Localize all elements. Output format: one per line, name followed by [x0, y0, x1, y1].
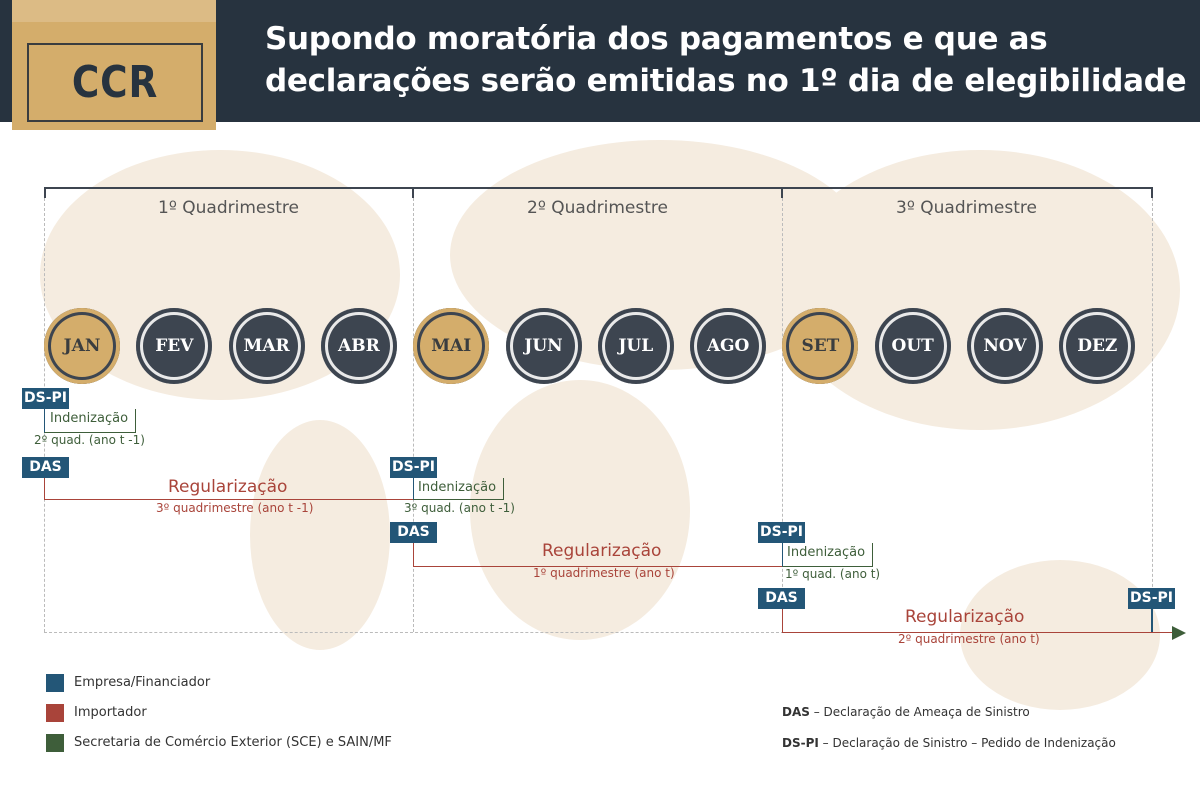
- bracket-tick: [1151, 187, 1153, 198]
- regularizacao-period: 1º quadrimestre (ano t): [533, 566, 675, 580]
- month-circle-ago: AGO: [690, 308, 767, 384]
- indenizacao-label: Indenização: [50, 411, 129, 426]
- month-circle-nov: NOV: [967, 308, 1043, 384]
- das-tag: DAS: [758, 588, 805, 609]
- indenizacao-label: Indenização: [418, 480, 497, 495]
- divider: [413, 198, 414, 632]
- legend-label: Importador: [74, 705, 147, 720]
- definition-term: DAS: [782, 705, 810, 719]
- definition-term: DS-PI: [782, 736, 819, 750]
- divider: [782, 198, 783, 632]
- legend-swatch-blue: [46, 674, 64, 692]
- legend-label: Empresa/Financiador: [74, 675, 211, 690]
- das-tag: DAS: [390, 522, 437, 543]
- indenizacao-label: Indenização: [787, 545, 866, 560]
- month-circle-jun: JUN: [505, 308, 582, 384]
- dspi-tag: DS-PI: [390, 457, 437, 478]
- regularizacao-line: [413, 543, 783, 567]
- logo-frame: [27, 43, 203, 122]
- legend-swatch-red: [46, 704, 64, 722]
- regularizacao-period: 2º quadrimestre (ano t): [898, 632, 1040, 646]
- divider: [44, 632, 784, 633]
- dspi-tag: DS-PI: [1128, 588, 1175, 609]
- regularizacao-label: Regularização: [542, 541, 662, 561]
- legend-label: Secretaria de Comércio Exterior (SCE) e …: [74, 735, 392, 750]
- month-circle-fev: FEV: [136, 308, 213, 384]
- indenizacao-bracket: [782, 543, 873, 567]
- title-line-2: declarações serão emitidas no 1º dia de …: [265, 63, 1187, 99]
- month-circle-mai: MAI: [413, 308, 490, 384]
- divider: [1152, 198, 1153, 632]
- definition-dspi: DS-PI – Declaração de Sinistro – Pedido …: [782, 736, 1116, 750]
- logo-text: CCR: [71, 57, 159, 108]
- dspi-connector: [1151, 609, 1153, 632]
- month-circle-out: OUT: [874, 308, 951, 384]
- month-circle-jan: JAN: [44, 308, 120, 384]
- indenizacao-period: 2º quad. (ano t -1): [34, 433, 145, 447]
- definition-das: DAS – Declaração de Ameaça de Sinistro: [782, 705, 1030, 719]
- month-circle-jul: JUL: [597, 308, 674, 384]
- regularizacao-line: [44, 478, 414, 500]
- definition-text: – Declaração de Sinistro – Pedido de Ind…: [818, 736, 1116, 750]
- bracket-tick: [412, 187, 414, 198]
- indenizacao-period: 1º quad. (ano t): [785, 567, 881, 581]
- quadrimester-label: 3º Quadrimestre: [896, 198, 1037, 218]
- das-tag: DAS: [22, 457, 69, 478]
- regularizacao-label: Regularização: [905, 607, 1025, 627]
- timeline-bracket: [44, 187, 1153, 189]
- legend-swatch-green: [46, 734, 64, 752]
- indenizacao-bracket: [413, 478, 504, 500]
- month-circle-set: SET: [782, 308, 859, 384]
- quadrimester-label: 2º Quadrimestre: [527, 198, 668, 218]
- definition-text: – Declaração de Ameaça de Sinistro: [809, 705, 1030, 719]
- quadrimester-label: 1º Quadrimestre: [158, 198, 299, 218]
- month-circle-dez: DEZ: [1059, 308, 1136, 384]
- bracket-tick: [44, 187, 46, 198]
- page-title: Supondo moratória dos pagamentos e que a…: [265, 18, 1187, 102]
- bracket-tick: [781, 187, 783, 198]
- dspi-tag: DS-PI: [758, 522, 805, 543]
- indenizacao-bracket: [44, 409, 136, 433]
- dspi-tag: DS-PI: [22, 388, 69, 409]
- logo-box-top: [12, 0, 216, 22]
- regularizacao-period: 3º quadrimestre (ano t -1): [156, 501, 314, 515]
- month-circle-mar: MAR: [228, 308, 305, 384]
- arrow-head-icon: [1172, 626, 1186, 640]
- regularizacao-line: [782, 609, 1176, 633]
- title-line-1: Supondo moratória dos pagamentos e que a…: [265, 21, 1048, 57]
- month-circle-abr: ABR: [320, 308, 397, 384]
- indenizacao-period: 3º quad. (ano t -1): [404, 501, 515, 515]
- regularizacao-label: Regularização: [168, 477, 288, 497]
